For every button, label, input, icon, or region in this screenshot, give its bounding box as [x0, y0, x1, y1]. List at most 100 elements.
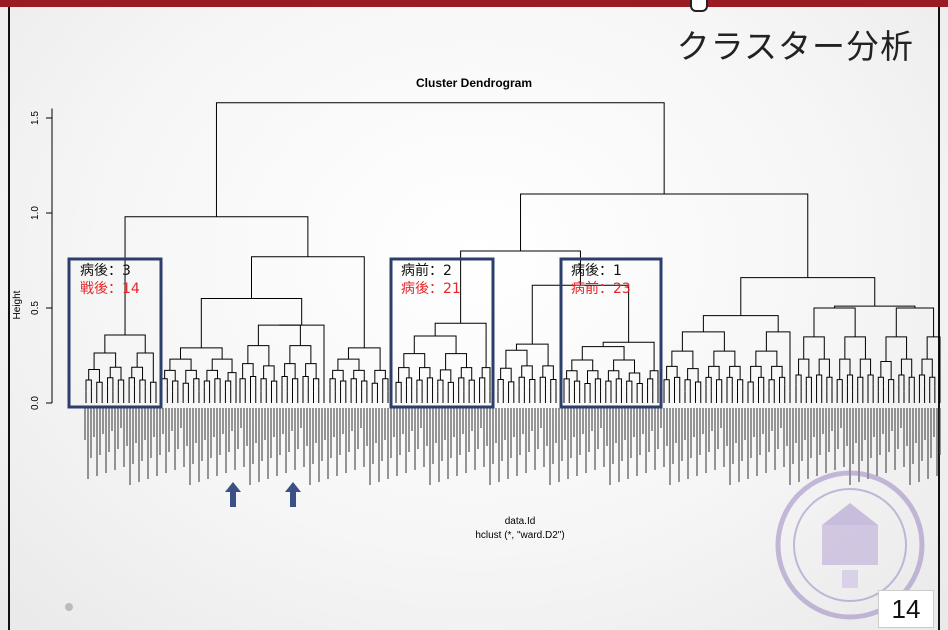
leaf-label: [714, 408, 716, 470]
leaf-label: [117, 408, 119, 449]
dendrogram-link: [416, 379, 423, 394]
dendrogram-link: [539, 376, 546, 389]
leaf-label: [609, 408, 611, 485]
leaf-label: [336, 408, 338, 476]
leaf-label: [423, 408, 425, 467]
leaf-label: [660, 408, 662, 428]
leaf-label: [516, 408, 518, 476]
dendrogram-link: [607, 370, 620, 382]
dendrogram-link: [515, 343, 549, 366]
leaf-label: [183, 408, 185, 467]
dendrogram-link: [361, 380, 368, 392]
leaf-label: [861, 408, 863, 461]
leaf-label: [363, 408, 365, 467]
leaf-label: [348, 408, 350, 452]
leaf-label: [552, 408, 554, 464]
leaf-label: [408, 408, 410, 452]
leaf-label: [708, 408, 710, 452]
leaf-label: [96, 408, 98, 476]
leaf-label: [855, 408, 857, 443]
leaf-label: [279, 408, 281, 455]
cluster-2-line-1: 病前：2: [401, 263, 452, 279]
cluster-1-line-2: 戦後：14: [80, 281, 140, 297]
leaf-label: [912, 408, 914, 464]
leaf-label: [90, 408, 92, 458]
leaf-label: [354, 408, 356, 470]
leaf-label: [357, 408, 359, 449]
leaf-label: [261, 408, 263, 461]
leaf-label: [771, 408, 773, 431]
leaf-label: [903, 408, 905, 467]
leaf-label: [420, 408, 422, 428]
leaf-label: [729, 408, 731, 485]
leaf-label: [876, 408, 878, 476]
leaf-label: [894, 408, 896, 470]
leaf-label: [84, 408, 86, 440]
leaf-label: [366, 408, 368, 446]
leaf-label: [471, 408, 473, 431]
leaf-label: [171, 408, 173, 431]
dendrogram-link: [550, 379, 557, 392]
top-tab: [690, 0, 708, 12]
dendrogram-link: [172, 380, 179, 392]
cluster-box-2-label: 病前：2 病後：21: [401, 262, 461, 298]
cluster-2-line-2: 病後：21: [401, 281, 461, 297]
leaf-label: [213, 408, 215, 437]
dendrogram-link: [257, 324, 301, 346]
dendrogram-link: [239, 378, 246, 394]
leaf-label: [774, 408, 776, 470]
leaf-label: [816, 408, 818, 476]
dendrogram-link: [520, 193, 809, 278]
leaf-label: [327, 408, 329, 479]
leaf-label: [849, 408, 851, 485]
dendrogram-link: [779, 376, 786, 389]
dendrogram-link: [481, 367, 491, 392]
leaf-label: [504, 408, 506, 440]
leaf-label: [99, 408, 101, 455]
leaf-label: [525, 408, 527, 473]
leaf-label: [120, 408, 122, 428]
dendrogram-link: [382, 378, 389, 392]
leaf-label: [873, 408, 875, 437]
leaf-label: [600, 408, 602, 428]
leaf-label: [834, 408, 836, 470]
dendrogram-link: [200, 298, 303, 348]
dendrogram-link: [247, 345, 270, 366]
leaf-label: [417, 408, 419, 449]
leaf-label: [687, 408, 689, 479]
dendrogram-link: [755, 350, 778, 367]
leaf-label: [285, 408, 287, 473]
dendrogram-link: [164, 369, 176, 382]
leaf-label: [390, 408, 392, 458]
leaf-label: [567, 408, 569, 479]
leaf-label: [510, 408, 512, 458]
leaf-label: [102, 408, 104, 434]
leaf-label: [402, 408, 404, 434]
dendrogram-link: [674, 376, 681, 389]
leaf-label: [135, 408, 137, 443]
dendrogram-link: [169, 358, 192, 371]
leaf-label: [756, 408, 758, 476]
leaf-label: [768, 408, 770, 452]
leaf-label: [330, 408, 332, 458]
leaf-label: [777, 408, 779, 449]
dendrogram-link: [447, 381, 454, 394]
dendrogram-link: [636, 382, 643, 394]
dendrogram-link: [281, 376, 288, 392]
dendrogram-link: [437, 379, 444, 392]
dendrogram-link: [795, 374, 802, 392]
dendrogram-link: [128, 377, 135, 389]
leaf-label: [378, 408, 380, 482]
chart-subtitle: hclust (*, "ward.D2"): [475, 530, 565, 541]
dendrogram-link: [479, 377, 486, 389]
dendrogram-link: [929, 376, 936, 392]
leaf-label: [828, 408, 830, 452]
dendrogram-link: [765, 331, 791, 392]
leaf-label: [249, 408, 251, 485]
leaf-label: [351, 408, 353, 431]
leaf-label: [765, 408, 767, 473]
leaf-label: [627, 408, 629, 479]
leaf-label: [864, 408, 866, 440]
leaf-label: [498, 408, 500, 482]
